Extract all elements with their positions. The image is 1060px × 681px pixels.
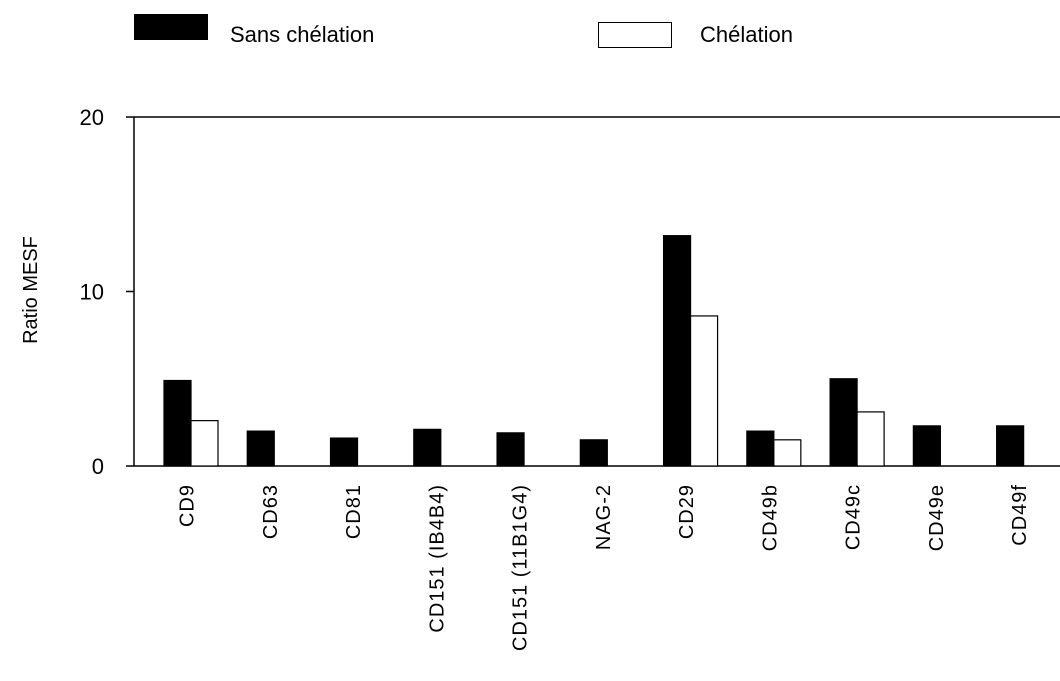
bar-sans-chelation-cd29 xyxy=(662,235,692,467)
bar-sans-chelation-cd151-11b1g4 xyxy=(496,432,525,467)
bar-sans-chelation-nag-2 xyxy=(579,439,608,467)
legend-swatch-sans-chelation xyxy=(134,14,208,40)
y-tick-label: 10 xyxy=(80,280,104,305)
x-tick-label: CD49e xyxy=(926,484,948,551)
bar-sans-chelation-cd81 xyxy=(329,437,359,467)
bars xyxy=(163,235,1025,467)
y-tick-label: 20 xyxy=(80,105,104,130)
x-tick-label: CD29 xyxy=(676,484,698,539)
bar-sans-chelation-cd63 xyxy=(246,430,275,467)
bar-sans-chelation-cd49f xyxy=(996,425,1025,467)
bar-sans-chelation-cd49e xyxy=(912,425,941,467)
x-tick-label: CD63 xyxy=(260,484,282,539)
x-tick-label: CD81 xyxy=(343,484,365,539)
x-tick-label: CD9 xyxy=(177,484,199,527)
y-axis: 0 10 20 xyxy=(80,105,134,479)
bar-sans-chelation-cd9 xyxy=(163,379,192,467)
bar-sans-chelation-cd151-ib4b4 xyxy=(413,428,442,467)
bar-sans-chelation-cd49c xyxy=(829,378,858,467)
bar-chelation-cd9 xyxy=(190,420,219,467)
x-tick-label: CD49f xyxy=(1009,484,1031,546)
plot-frame xyxy=(133,116,1060,467)
bar-chelation-cd29 xyxy=(689,315,719,467)
legend-swatch-chelation xyxy=(598,22,672,48)
x-tick-label: CD151 (IB4B4) xyxy=(426,484,448,633)
x-tick-label: CD49b xyxy=(759,484,781,551)
bar-chelation-cd49b xyxy=(773,439,802,467)
bar-sans-chelation-cd49b xyxy=(746,430,775,467)
y-tick-label: 0 xyxy=(92,454,104,479)
x-axis-labels: CD9 CD63 CD81 CD151 (IB4B4) CD151 (11B1G4) NA… xyxy=(177,484,1032,651)
y-axis-label: Ratio MESF xyxy=(20,236,42,344)
bar-chelation-cd49c xyxy=(856,411,885,467)
x-tick-label: CD49c xyxy=(843,484,865,550)
legend-label-sans-chelation: Sans chélation xyxy=(230,22,375,47)
x-tick-label: CD151 (11B1G4) xyxy=(510,484,532,651)
legend-label-chelation: Chélation xyxy=(700,22,793,47)
x-tick-label: NAG-2 xyxy=(593,484,615,550)
